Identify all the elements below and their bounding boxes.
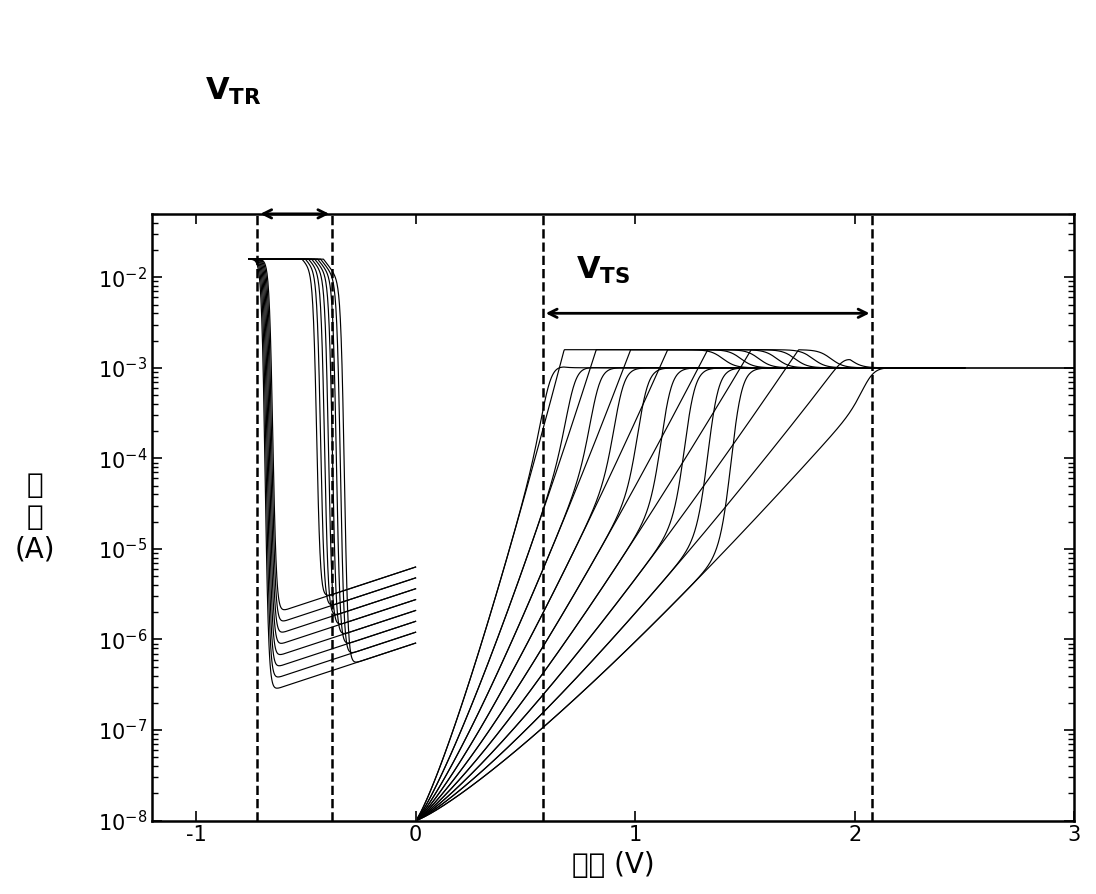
Text: $\mathbf{V_{TS}}$: $\mathbf{V_{TS}}$: [575, 255, 630, 286]
X-axis label: 电压 (V): 电压 (V): [572, 851, 654, 879]
Y-axis label: 电
流
(A): 电 流 (A): [15, 471, 56, 563]
Text: $\mathbf{V_{TR}}$: $\mathbf{V_{TR}}$: [205, 76, 262, 107]
